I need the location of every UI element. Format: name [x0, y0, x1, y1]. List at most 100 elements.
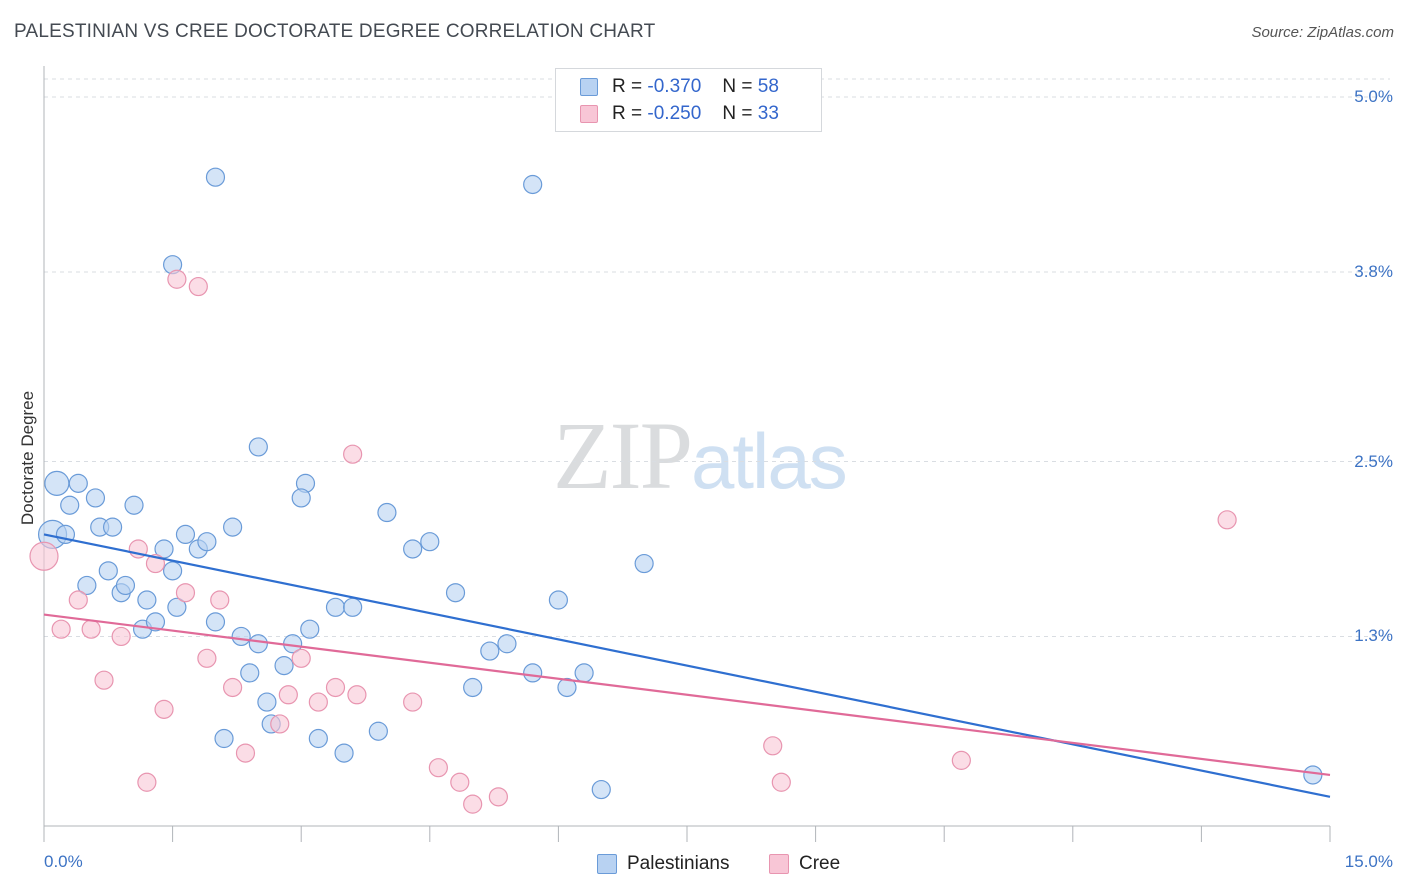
cree-point — [154, 699, 174, 719]
y-tick-label: 3.8% — [1354, 261, 1393, 281]
legend-n-value: 58 — [757, 76, 779, 97]
bottom-legend-palestinians[interactable]: Palestinians — [597, 853, 729, 875]
palestinian-point — [231, 626, 251, 647]
y-tick-label: 1.3% — [1354, 626, 1393, 646]
cree-point — [403, 692, 423, 712]
cree-point — [111, 626, 131, 647]
cree-point — [29, 541, 59, 571]
palestinian-point — [463, 677, 483, 698]
cree-point — [463, 794, 483, 814]
palestinian-point — [257, 692, 277, 712]
chart-title: PALESTINIAN VS CREE DOCTORATE DEGREE COR… — [14, 21, 656, 42]
cree-point — [210, 590, 230, 610]
legend-row-palestinians: R = -0.370 N = 58 — [580, 74, 779, 100]
x-tick-label-max: 15.0% — [1344, 852, 1393, 871]
palestinian-trend-line — [43, 533, 1331, 798]
palestinian-point — [403, 539, 423, 559]
bottom-legend-label: Palestinians — [627, 853, 730, 874]
palestinian-point — [1303, 765, 1323, 785]
palestinian-point — [60, 495, 80, 515]
palestinian-point — [308, 728, 328, 749]
cree-point — [278, 685, 298, 705]
bottom-legend-label: Cree — [799, 853, 841, 874]
cree-point — [81, 619, 101, 639]
legend-row-cree: R = -0.250 N = 33 — [580, 101, 779, 127]
palestinian-point — [368, 721, 388, 741]
palestinian-point — [248, 634, 268, 654]
palestinian-point — [102, 517, 123, 537]
legend-swatch-pink — [580, 105, 598, 123]
cree-point — [167, 269, 187, 289]
palestinian-point — [634, 553, 654, 574]
palestinian-point — [420, 532, 440, 552]
palestinian-point — [44, 470, 70, 496]
palestinian-point — [325, 597, 346, 617]
palestinian-point — [205, 612, 226, 632]
palestinian-point — [223, 517, 243, 537]
cree-point — [308, 692, 328, 712]
cree-point — [763, 736, 783, 756]
legend-r-value: -0.370 — [647, 76, 702, 97]
cree-point — [235, 743, 256, 763]
cree-point — [197, 648, 217, 668]
palestinian-point — [85, 488, 106, 508]
stats-legend: R = -0.370 N = 58 R = -0.250 N = 33 — [555, 68, 822, 132]
cree-point — [325, 677, 346, 698]
cree-point — [343, 444, 363, 464]
cree-point — [270, 714, 290, 734]
x-tick-label-min: 0.0% — [44, 852, 83, 871]
palestinian-point — [137, 590, 157, 610]
legend-r-label: R = — [612, 76, 643, 97]
palestinian-point — [248, 437, 268, 457]
bottom-swatch-blue — [597, 854, 617, 874]
bottom-legend-cree[interactable]: Cree — [769, 853, 840, 875]
cree-point — [347, 685, 367, 705]
palestinian-point — [68, 473, 88, 493]
palestinian-point — [591, 779, 611, 800]
bottom-swatch-pink — [769, 854, 789, 874]
legend-r-value: -0.250 — [647, 103, 702, 124]
palestinian-point — [240, 663, 260, 683]
palestinian-point — [497, 634, 517, 654]
cree-point — [428, 758, 448, 778]
palestinian-point — [98, 561, 118, 581]
palestinian-point — [274, 656, 294, 676]
cree-point — [291, 648, 311, 668]
cree-point — [1217, 510, 1237, 530]
cree-point — [951, 750, 971, 770]
palestinian-point — [175, 524, 196, 545]
cree-point — [771, 772, 791, 792]
palestinian-point — [480, 641, 500, 661]
palestinian-point — [445, 583, 466, 603]
cree-point — [188, 276, 208, 297]
palestinian-point — [574, 663, 594, 683]
palestinian-point — [548, 590, 569, 610]
palestinian-point — [334, 743, 354, 763]
palestinian-point — [557, 677, 577, 698]
palestinian-point — [343, 597, 363, 617]
legend-swatch-blue — [580, 78, 598, 96]
legend-r-label: R = — [612, 103, 643, 124]
legend-n-label: N = — [722, 103, 753, 124]
y-axis-label: Doctorate Degree — [18, 390, 37, 526]
cree-point — [450, 772, 470, 792]
source-note: Source: ZipAtlas.com — [1251, 24, 1394, 41]
palestinian-point — [523, 663, 543, 683]
palestinian-point — [197, 532, 217, 552]
palestinian-point — [300, 619, 320, 639]
cree-trend-line — [43, 613, 1331, 777]
palestinian-point — [163, 561, 183, 581]
palestinian-point — [124, 495, 144, 515]
palestinian-point — [523, 174, 543, 195]
cree-point — [94, 670, 114, 690]
palestinian-point — [214, 728, 234, 749]
cree-point — [68, 590, 88, 610]
palestinian-point — [377, 502, 397, 523]
y-tick-label: 5.0% — [1354, 87, 1393, 106]
cree-point — [488, 787, 508, 807]
palestinian-point — [77, 575, 97, 596]
palestinian-point — [115, 575, 136, 596]
palestinian-point — [145, 612, 166, 632]
cree-point — [137, 772, 157, 792]
